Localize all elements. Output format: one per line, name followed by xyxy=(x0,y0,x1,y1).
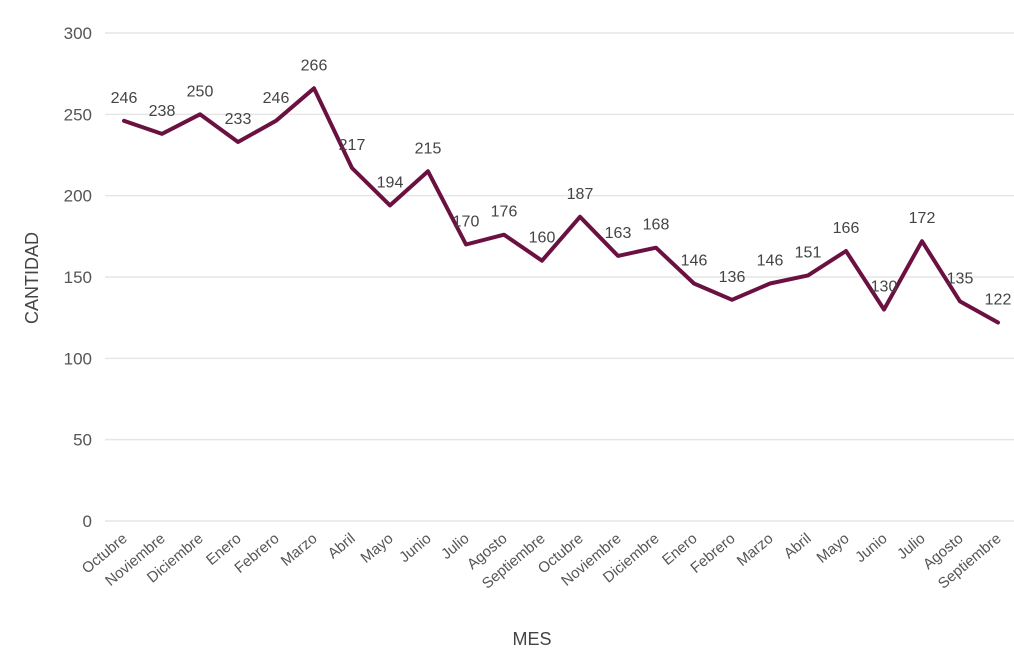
data-label: 163 xyxy=(605,225,632,242)
data-label: 146 xyxy=(757,253,784,270)
data-labels: 246 238 250 233 246 266 217 194 215 170 176 160 187 1… xyxy=(111,57,1012,323)
data-label: 238 xyxy=(149,103,176,120)
y-axis-ticks: 0 50 100 150 200 250 300 xyxy=(64,24,92,531)
x-axis-title: MES xyxy=(512,629,551,649)
data-label: 136 xyxy=(719,269,746,286)
data-label: 151 xyxy=(795,244,822,261)
data-label: 217 xyxy=(339,137,366,154)
data-label: 172 xyxy=(909,210,936,227)
data-label: 122 xyxy=(985,292,1012,309)
data-label: 194 xyxy=(377,174,404,191)
data-label: 246 xyxy=(263,90,290,107)
data-label: 233 xyxy=(225,111,252,128)
data-label: 135 xyxy=(947,270,974,287)
x-tick-label: Marzo xyxy=(734,530,777,570)
data-label: 250 xyxy=(187,83,214,100)
gridlines xyxy=(105,32,1014,522)
data-label: 176 xyxy=(491,204,518,221)
x-tick-label: Abril xyxy=(781,530,815,562)
data-label: 146 xyxy=(681,253,708,270)
y-axis-title: CANTIDAD xyxy=(22,232,42,324)
data-label: 160 xyxy=(529,230,556,247)
x-tick-label: Junio xyxy=(852,530,890,566)
y-tick-label: 100 xyxy=(64,349,92,368)
data-label: 187 xyxy=(567,186,594,203)
data-label: 215 xyxy=(415,140,442,157)
series-line xyxy=(122,86,1000,325)
y-tick-label: 200 xyxy=(64,187,92,206)
data-label: 130 xyxy=(871,279,898,296)
x-tick-label: Abril xyxy=(325,530,359,562)
y-tick-label: 50 xyxy=(73,431,92,450)
y-tick-label: 300 xyxy=(64,24,92,43)
x-tick-label: Mayo xyxy=(814,530,853,567)
y-tick-label: 250 xyxy=(64,105,92,124)
y-tick-label: 150 xyxy=(64,268,92,287)
x-tick-label: Junio xyxy=(396,530,434,566)
data-label: 170 xyxy=(453,213,480,230)
x-tick-label: Marzo xyxy=(278,530,321,570)
x-axis-ticks: OctubreNoviembreDiciembreEneroFebreroMar… xyxy=(79,530,1005,592)
x-tick-label: Mayo xyxy=(358,530,397,567)
data-label: 168 xyxy=(643,217,670,234)
y-tick-label: 0 xyxy=(83,512,92,531)
data-label: 246 xyxy=(111,90,138,107)
data-label: 266 xyxy=(301,57,328,74)
data-label: 166 xyxy=(833,220,860,237)
